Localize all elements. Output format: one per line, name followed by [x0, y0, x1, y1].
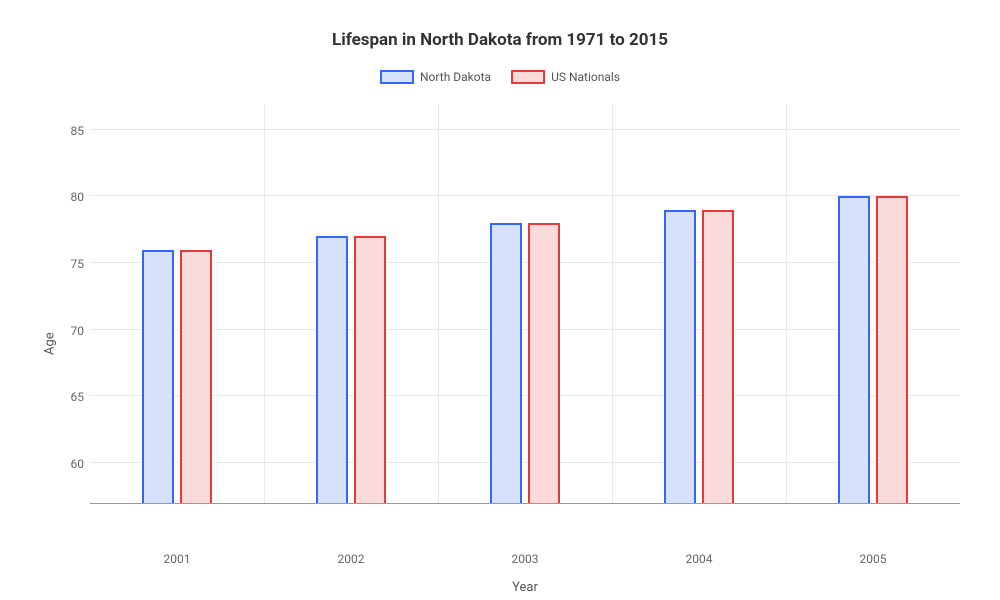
- bar[interactable]: [316, 236, 348, 503]
- bar-group: [264, 104, 438, 503]
- bar-group: [90, 104, 264, 503]
- x-tick: 2004: [612, 552, 786, 566]
- x-tick: 2002: [264, 552, 438, 566]
- y-tick: 85: [71, 124, 85, 138]
- bars-layer: [90, 104, 960, 503]
- y-tick: 65: [71, 390, 85, 404]
- legend-item-us-nationals[interactable]: US Nationals: [511, 70, 620, 84]
- y-axis: 60 65 70 75 80 85: [60, 104, 90, 504]
- legend-swatch: [511, 70, 545, 84]
- y-tick: 80: [71, 190, 85, 204]
- bar[interactable]: [180, 250, 212, 503]
- bar[interactable]: [354, 236, 386, 503]
- legend-swatch: [380, 70, 414, 84]
- bar[interactable]: [142, 250, 174, 503]
- bar[interactable]: [876, 196, 908, 503]
- chart-title: Lifespan in North Dakota from 1971 to 20…: [40, 30, 960, 50]
- y-tick: 60: [71, 457, 85, 471]
- x-tick: 2001: [90, 552, 264, 566]
- plot-area: [90, 104, 960, 504]
- plot-wrapper: Age 60 65 70 75 80 85: [40, 104, 960, 544]
- x-tick: 2003: [438, 552, 612, 566]
- y-axis-label: Age: [40, 104, 60, 544]
- bar[interactable]: [838, 196, 870, 503]
- bar[interactable]: [490, 223, 522, 503]
- y-tick: 75: [71, 257, 85, 271]
- legend-label: North Dakota: [420, 70, 491, 84]
- x-axis: 20012002200320042005: [90, 552, 960, 566]
- bar-group: [438, 104, 612, 503]
- x-axis-label: Year: [90, 580, 960, 595]
- bar-group: [612, 104, 786, 503]
- legend-label: US Nationals: [551, 70, 620, 84]
- bar[interactable]: [702, 210, 734, 503]
- y-tick: 70: [71, 324, 85, 338]
- x-tick: 2005: [786, 552, 960, 566]
- bar[interactable]: [528, 223, 560, 503]
- legend-item-north-dakota[interactable]: North Dakota: [380, 70, 491, 84]
- chart-container: Lifespan in North Dakota from 1971 to 20…: [0, 0, 1000, 600]
- bar[interactable]: [664, 210, 696, 503]
- bar-group: [786, 104, 960, 503]
- legend: North Dakota US Nationals: [40, 70, 960, 84]
